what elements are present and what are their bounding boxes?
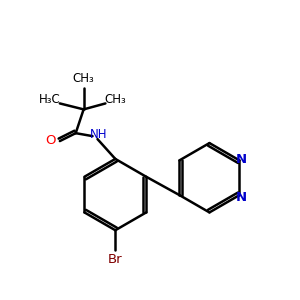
Text: N: N xyxy=(236,153,247,166)
Text: CH₃: CH₃ xyxy=(73,72,94,85)
Text: H₃C: H₃C xyxy=(39,93,61,106)
Text: N: N xyxy=(236,190,247,204)
Text: Br: Br xyxy=(108,254,123,266)
Text: CH₃: CH₃ xyxy=(104,93,126,106)
Text: NH: NH xyxy=(90,128,107,141)
Text: O: O xyxy=(46,134,56,147)
